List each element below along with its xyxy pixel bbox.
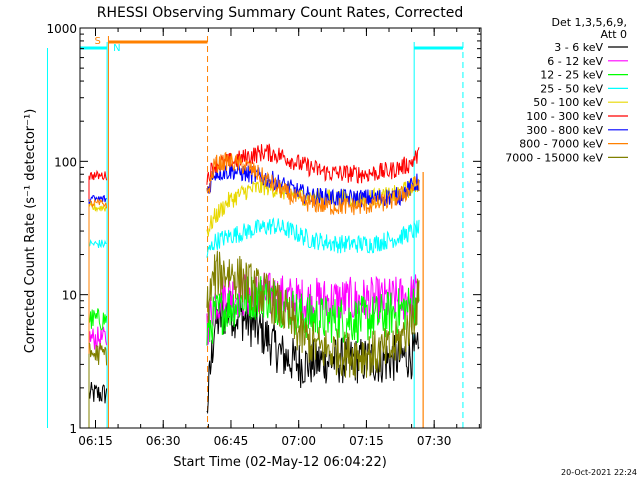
x-axis-label: Start Time (02-May-12 06:04:22) [173,455,387,470]
legend-entry-label: 6 - 12 keV [547,55,603,68]
y-tick-label: 100 [54,155,77,169]
x-tick-label: 07:00 [281,434,316,448]
night-flag-label: N [113,43,120,54]
x-tick-label: 06:15 [78,434,113,448]
legend-entry-label: 7000 - 15000 keV [505,151,603,164]
saa-flag-label: S [94,36,100,47]
legend-entry-label: 3 - 6 keV [554,41,603,54]
y-tick-label: 10 [62,289,77,303]
legend-entry-label: 50 - 100 keV [533,96,603,109]
chart-title: RHESSI Observing Summary Count Rates, Co… [97,5,463,21]
legend-entry-label: 25 - 50 keV [540,82,603,95]
plot-area: SN [46,36,464,428]
legend-entry-label: 800 - 7000 keV [519,138,603,151]
x-tick-label: 06:45 [214,434,249,448]
y-axis-label: Corrected Count Rate (s⁻¹ detector⁻¹) [23,109,38,354]
legend-entry-label: 300 - 800 keV [526,124,603,137]
y-axis-label-text: Corrected Count Rate (s⁻¹ detector⁻¹) [23,109,38,354]
y-tick-label: 1 [69,422,77,436]
x-tick-label: 07:15 [349,434,384,448]
legend-entry-label: 12 - 25 keV [540,69,603,82]
y-tick-label: 1000 [46,22,77,36]
timestamp: 20-Oct-2021 22:24 [561,468,637,477]
series-line-9 [88,250,420,428]
plot-frame [79,27,482,429]
x-tick-label: 06:30 [146,434,181,448]
axes: 1 10 100 1000 06:15 06:30 06:45 07:00 07:15 07:30 [46,22,482,448]
legend-title-line: Det 1,3,5,6,9, [551,16,627,29]
x-tick-label: 07:30 [417,434,452,448]
legend-title-line: Att 0 [601,28,627,41]
legend-entry-label: 100 - 300 keV [526,110,603,123]
